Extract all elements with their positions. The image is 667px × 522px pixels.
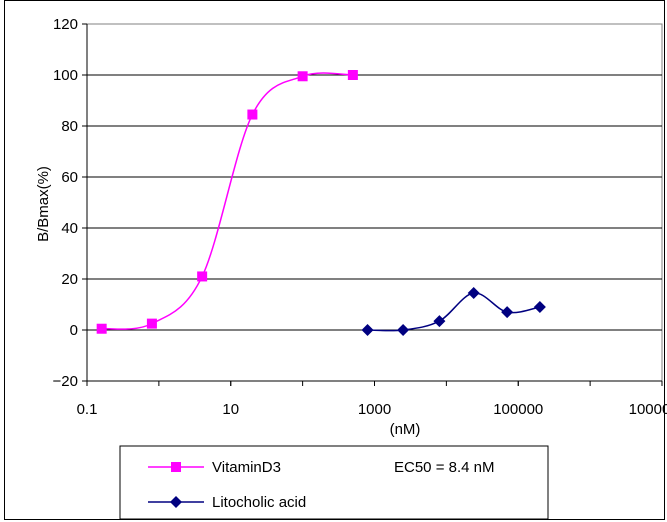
plot-area [86,23,663,382]
y-tick-label-6: 100 [53,67,78,84]
legend: VitaminD3 EC50 = 8.4 nM Litocholic acid [119,445,549,520]
data-point-0-3 [247,109,258,120]
x-tick-label-0: 0.1 [77,401,98,418]
data-point-0-0 [96,323,107,334]
data-point-0-1 [146,318,157,329]
data-point-1-4 [501,306,514,319]
legend-note-ec50: EC50 = 8.4 nM [394,459,494,476]
series-layer [96,70,546,336]
y-axis-label: B/Bmax(%) [35,166,52,242]
legend-marker-vitamind3 [171,462,181,472]
data-point-1-0 [361,324,374,336]
legend-marker-litocholic [170,496,182,508]
data-point-1-1 [397,324,410,336]
data-point-0-4 [297,71,308,82]
y-tick-label-2: 20 [61,271,78,288]
data-point-1-3 [467,287,480,300]
data-point-0-5 [347,70,358,80]
data-point-1-5 [533,301,546,314]
y-tick-labels: −20 0 20 40 60 80 100 120 [53,16,78,390]
x-tick-label-2: 1000 [358,401,391,418]
data-point-1-2 [433,315,446,328]
legend-label-vitamind3: VitaminD3 [212,459,281,476]
y-tick-label-3: 40 [61,220,78,237]
x-axis-label: (nM) [390,421,421,438]
legend-box [119,445,549,520]
y-tick-label-4: 60 [61,169,78,186]
y-tick-label-0: −20 [53,373,78,390]
y-tick-label-5: 80 [61,118,78,135]
x-tick-label-3: 100000 [493,401,543,418]
y-tick-label-1: 0 [70,322,78,339]
legend-label-litocholic: Litocholic acid [212,494,306,511]
x-tick-labels: 0.1 10 1000 100000 10000000 [77,401,667,418]
x-tick-label-4: 10000000 [629,401,667,418]
series-1 [361,287,546,336]
gridlines [87,74,662,331]
series-0 [96,70,358,334]
axes [82,23,663,386]
data-point-0-2 [197,271,208,282]
x-tick-label-1: 10 [222,401,239,418]
y-tick-label-7: 120 [53,16,78,33]
